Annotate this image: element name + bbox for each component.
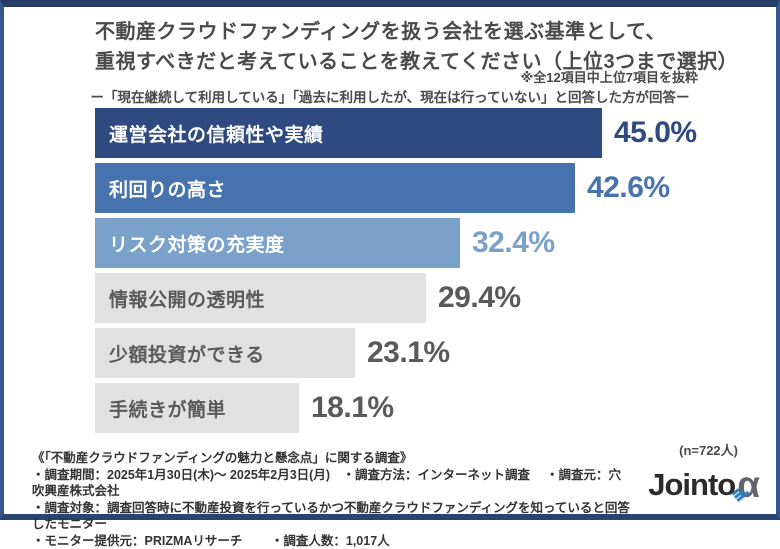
bar-value-label: 18.1% — [311, 391, 394, 425]
bar-row: 少額投資ができる 23.1% — [95, 328, 772, 378]
bar-row: 手続きが簡単 18.1% — [95, 383, 772, 433]
bar: リスク対策の充実度 — [95, 218, 460, 268]
bar-value-label: 23.1% — [367, 336, 450, 370]
bar-category-label: 情報公開の透明性 — [109, 285, 265, 312]
jointo-logo: Jointo α — [648, 465, 760, 505]
bar-row: 情報公開の透明性 29.4% — [95, 273, 772, 323]
respondent-subtitle: ー「現在継続して利用している」「過去に利用したが、現在は行っていない」と回答した… — [4, 86, 776, 106]
bar-value-label: 45.0% — [614, 116, 697, 150]
bar-row: 利回りの高さ 42.6% — [95, 163, 772, 213]
alpha-icon: α — [737, 465, 760, 505]
survey-info-target: ・調査対象：調査回答時に不動産投資を行っているかつ不動産クラウドファンディングを… — [32, 500, 632, 533]
bar: 利回りの高さ — [95, 163, 575, 213]
bar: 手続きが簡単 — [95, 383, 299, 433]
bar-category-label: 少額投資ができる — [109, 340, 265, 367]
bar: 情報公開の透明性 — [95, 273, 426, 323]
bar-chart: 運営会社の信頼性や実績 45.0% 利回りの高さ 42.6% リスク対策の充実度 32.4… — [95, 108, 772, 438]
survey-info: 《「不動産クラウドファンディングの魅力と懸念点」に関する調査》 ・調査期間：20… — [32, 450, 632, 549]
bar-value-label: 29.4% — [438, 281, 521, 315]
jointo-logo-text: Jointo — [648, 465, 735, 505]
bar-value-label: 32.4% — [472, 226, 555, 260]
survey-info-title: 《「不動産クラウドファンディングの魅力と懸念点」に関する調査》 — [32, 450, 632, 467]
survey-info-monitor: ・モニター提供元：PRIZMAリサーチ ・調査人数：1,017人 — [32, 533, 632, 549]
excerpt-note: ※全12項目中上位7項目を抜粋 — [521, 67, 698, 86]
infographic-card: 不動産クラウドファンディングを扱う会社を選ぶ基準として、 重視すべきだと考えてい… — [0, 0, 780, 520]
survey-info-period: ・調査期間：2025年1月30日(木)～ 2025年2月3日(月) ・調査方法：… — [32, 467, 632, 500]
bar-category-label: 運営会社の信頼性や実績 — [109, 120, 324, 147]
bar-category-label: リスク対策の充実度 — [109, 230, 285, 257]
bar-row: 運営会社の信頼性や実績 45.0% — [95, 108, 772, 158]
bar: 運営会社の信頼性や実績 — [95, 108, 602, 158]
chart-title-line1: 不動産クラウドファンディングを扱う会社を選ぶ基準として、 — [95, 17, 738, 47]
bar-category-label: 利回りの高さ — [109, 175, 226, 202]
sample-size-label: (n=722人) — [679, 440, 738, 459]
bar: 少額投資ができる — [95, 328, 355, 378]
bar-row: リスク対策の充実度 32.4% — [95, 218, 772, 268]
bar-category-label: 手続きが簡単 — [109, 395, 226, 422]
bar-value-label: 42.6% — [587, 171, 670, 205]
